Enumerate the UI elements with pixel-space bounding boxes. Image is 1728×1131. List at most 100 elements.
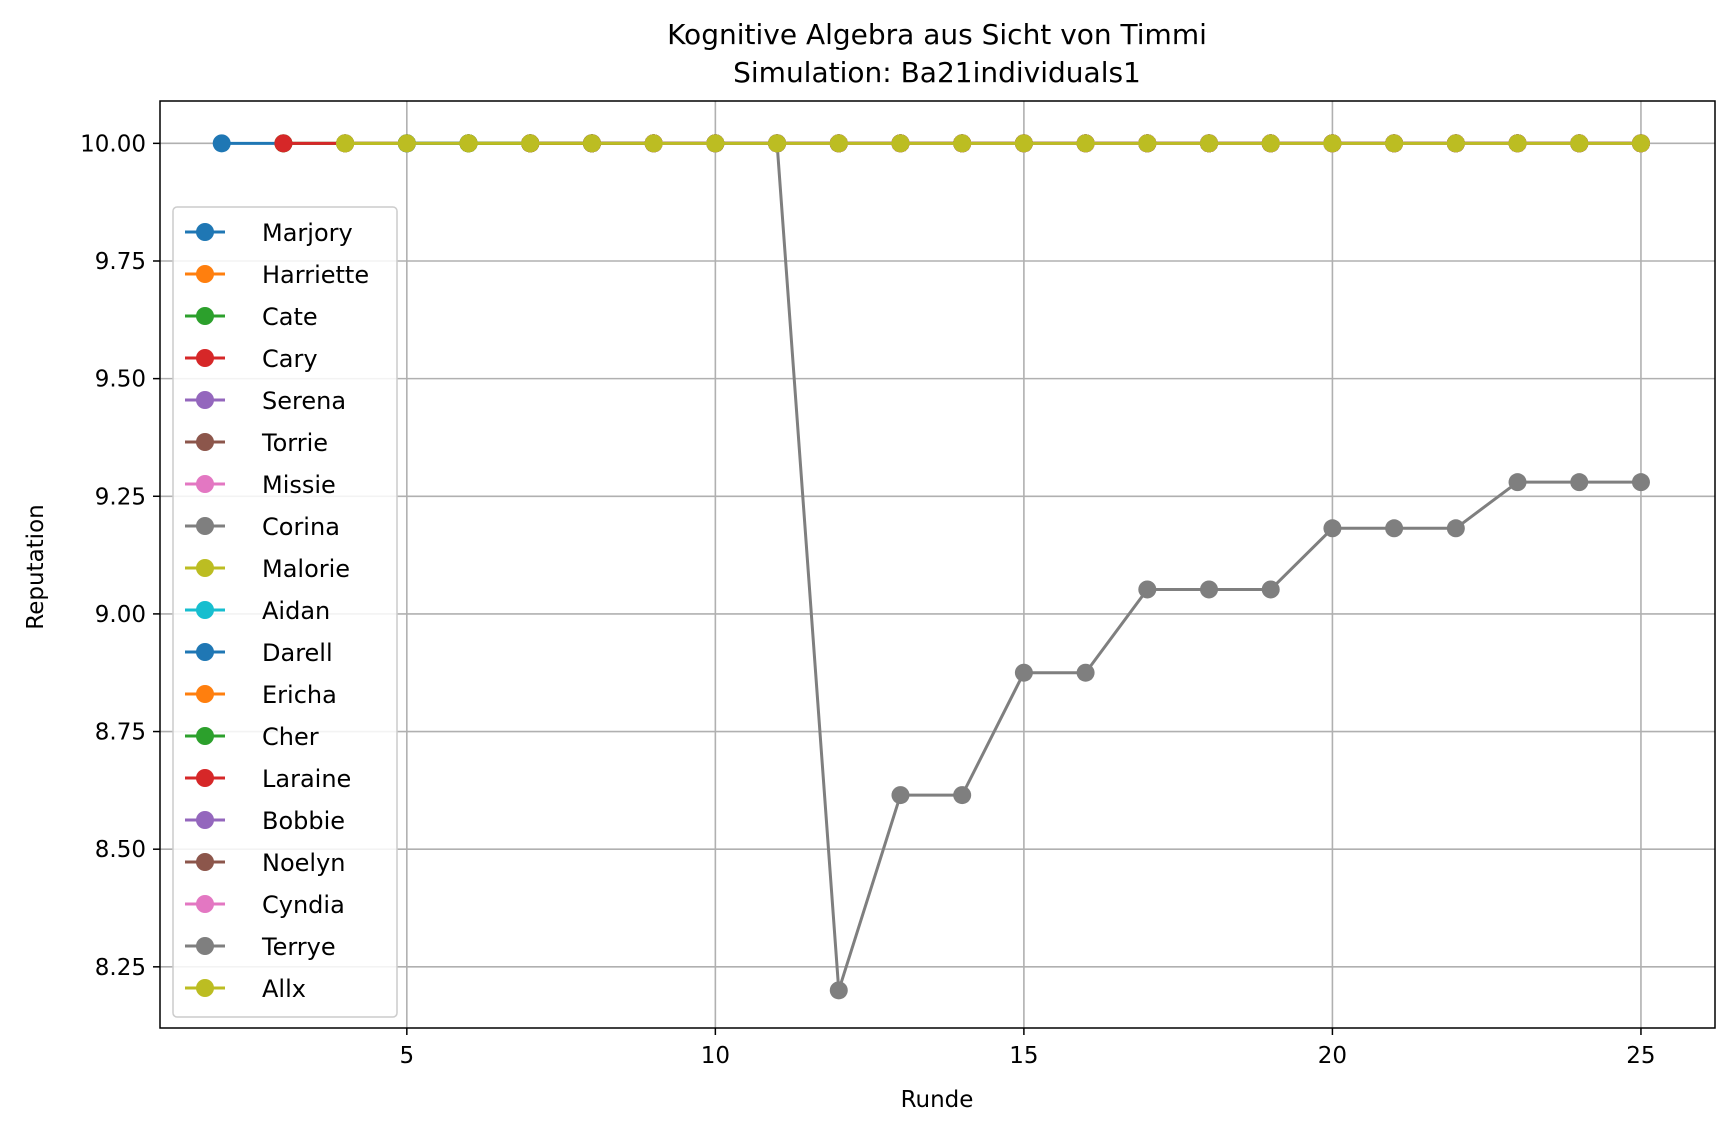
data-point — [706, 134, 725, 153]
legend-swatch-marker — [196, 769, 214, 787]
legend-label: Aidan — [262, 597, 330, 625]
legend-item: Terrye — [185, 933, 336, 961]
data-point — [1261, 134, 1280, 153]
legend-item: Serena — [185, 387, 346, 415]
y-tick-label: 9.75 — [95, 249, 146, 275]
data-point — [1446, 134, 1465, 153]
data-point — [212, 134, 231, 153]
legend-item: Allx — [185, 975, 306, 1003]
data-point — [521, 134, 540, 153]
legend-item: Ericha — [185, 681, 337, 709]
legend-item: Aidan — [185, 597, 330, 625]
legend-label: Darell — [262, 639, 333, 667]
legend-swatch-marker — [196, 811, 214, 829]
data-point — [1200, 580, 1219, 599]
data-point — [1076, 134, 1095, 153]
data-point — [1200, 134, 1219, 153]
legend-item: Corina — [185, 513, 340, 541]
legend-label: Terrye — [261, 933, 336, 961]
data-point — [1385, 519, 1404, 538]
x-axis-label: Runde — [901, 1087, 974, 1113]
data-point — [891, 786, 910, 805]
x-tick-label: 15 — [1009, 1043, 1038, 1069]
legend-label: Cate — [262, 303, 318, 331]
legend-label: Ericha — [262, 681, 337, 709]
legend-swatch-marker — [196, 559, 214, 577]
data-point — [1631, 134, 1650, 153]
legend-label: Torrie — [261, 429, 328, 457]
data-point — [1570, 473, 1589, 492]
legend-swatch-marker — [196, 517, 214, 535]
legend-label: Laraine — [262, 765, 351, 793]
legend-item: Cyndia — [185, 891, 345, 919]
legend-item: Cary — [185, 345, 318, 373]
legend-item: Malorie — [185, 555, 350, 583]
data-point — [829, 981, 848, 1000]
data-point — [1508, 473, 1527, 492]
x-tick-label: 20 — [1318, 1043, 1347, 1069]
legend-label: Noelyn — [262, 849, 345, 877]
legend-item: Bobbie — [185, 807, 345, 835]
x-axis-ticks: 5 10 15 20 25 — [400, 1028, 1656, 1069]
legend-label: Serena — [262, 387, 346, 415]
y-tick-label: 10.00 — [80, 131, 146, 157]
legend-item: Cher — [185, 723, 319, 751]
legend-label: Cyndia — [262, 891, 345, 919]
legend-box — [172, 206, 398, 1018]
data-point — [768, 134, 787, 153]
legend-label: Allx — [262, 975, 306, 1003]
data-point — [274, 134, 293, 153]
data-point — [1508, 134, 1527, 153]
data-point — [1138, 580, 1157, 599]
legend-item: Laraine — [185, 765, 351, 793]
data-point — [1446, 519, 1465, 538]
y-tick-label: 8.75 — [95, 720, 146, 746]
data-point — [1014, 663, 1033, 682]
legend-swatch-marker — [196, 433, 214, 451]
y-axis-label: Reputation — [23, 504, 49, 629]
data-point — [1138, 134, 1157, 153]
data-point — [336, 134, 355, 153]
series-allx — [336, 134, 1650, 153]
legend-swatch-marker — [196, 685, 214, 703]
legend-swatch-marker — [196, 937, 214, 955]
data-point — [1076, 663, 1095, 682]
legend-swatch-marker — [196, 643, 214, 661]
legend-swatch-marker — [196, 391, 214, 409]
legend-swatch-marker — [196, 853, 214, 871]
legend-item: Cate — [185, 303, 318, 331]
data-point — [1014, 134, 1033, 153]
data-point — [397, 134, 416, 153]
legend-swatch-marker — [196, 349, 214, 367]
x-tick-label: 10 — [701, 1043, 730, 1069]
legend-item: Torrie — [185, 429, 328, 457]
data-point — [891, 134, 910, 153]
legend-swatch-marker — [196, 475, 214, 493]
legend-item: Noelyn — [185, 849, 345, 877]
legend-label: Corina — [262, 513, 340, 541]
legend-label: Cher — [262, 723, 319, 751]
x-tick-label: 25 — [1626, 1043, 1655, 1069]
legend-label: Missie — [262, 471, 336, 499]
y-tick-label: 8.50 — [95, 837, 146, 863]
legend-label: Cary — [262, 345, 318, 373]
data-point — [829, 134, 848, 153]
y-tick-label: 9.25 — [95, 484, 146, 510]
chart-subtitle: Simulation: Ba21individuals1 — [733, 56, 1141, 89]
plot-area-frame — [159, 100, 1716, 1029]
y-tick-label: 9.00 — [95, 602, 146, 628]
legend-label: Bobbie — [262, 807, 345, 835]
data-point — [1323, 519, 1342, 538]
y-axis-ticks: 8.25 8.50 8.75 9.00 9.25 9.50 9.75 10.00 — [80, 131, 160, 981]
data-point — [1323, 134, 1342, 153]
data-point — [1385, 134, 1404, 153]
legend-item: Darell — [185, 639, 333, 667]
y-tick-label: 9.50 — [95, 367, 146, 393]
legend-item: Marjory — [185, 219, 353, 247]
series-terrye — [706, 134, 1650, 1000]
data-point — [582, 134, 601, 153]
data-point — [1261, 580, 1280, 599]
legend-item: Missie — [185, 471, 336, 499]
legend: Marjory Harriette Cate Cary Serena Torrie Miss… — [172, 206, 398, 1018]
